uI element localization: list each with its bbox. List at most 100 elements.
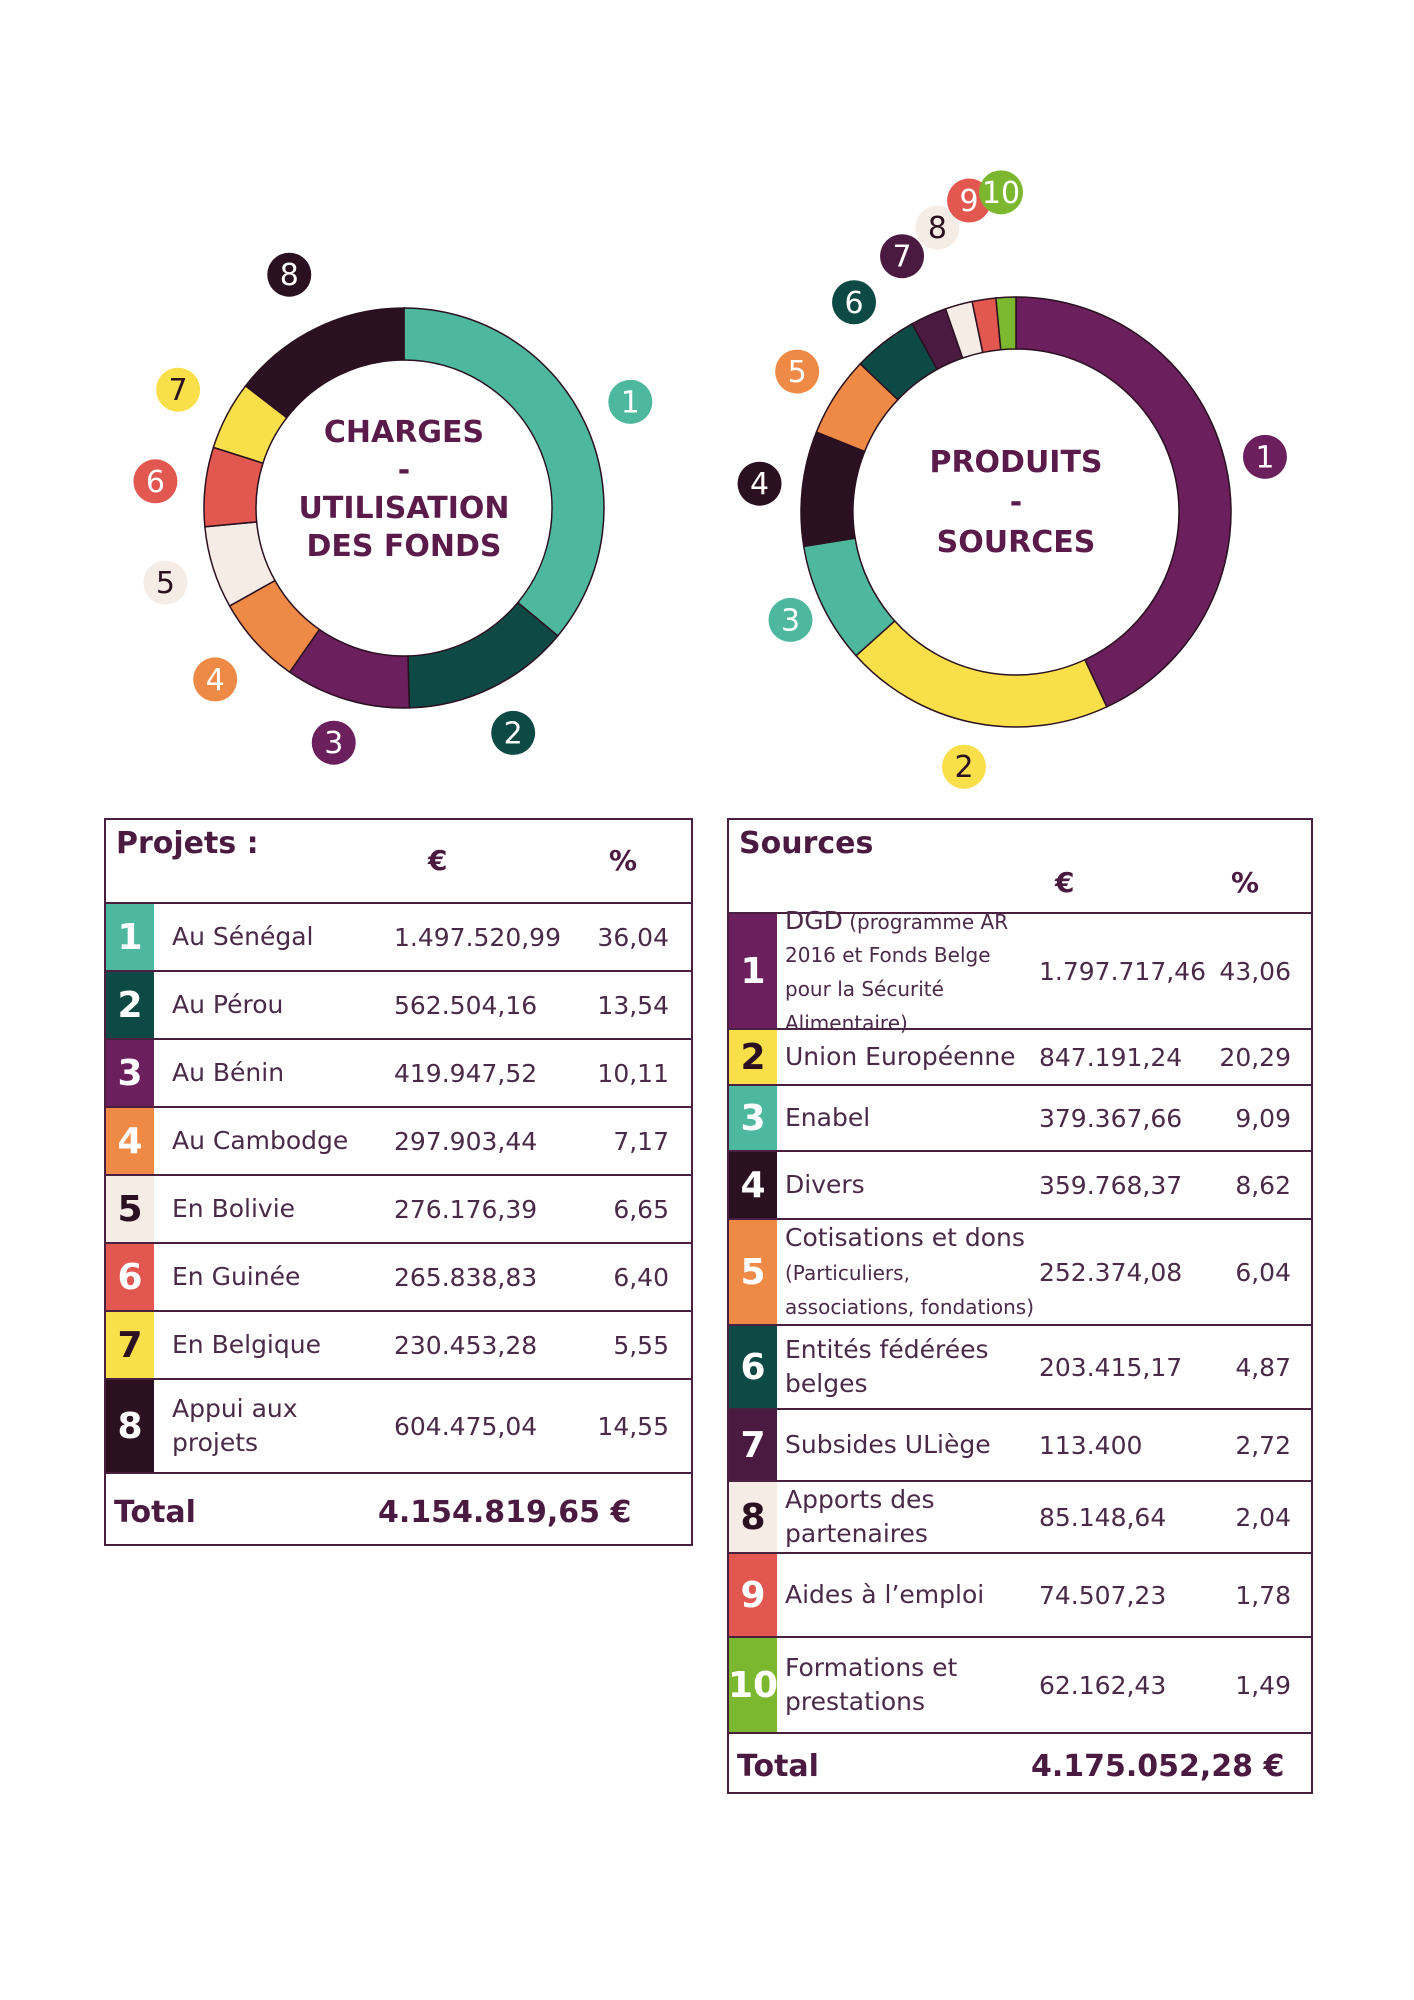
produits-title-line: SOURCES (937, 525, 1096, 560)
sources-row-amount: 85.148,64 (1039, 1502, 1167, 1532)
projets-table: Projets : € % 1 Au Sénégal 1.497.520,99 36,… (104, 818, 693, 1546)
sources-row-label: Union Européenne (785, 1042, 1016, 1072)
projets-row-number: 6 (106, 1244, 154, 1310)
sources-row-number: 6 (729, 1326, 777, 1408)
produits-bubble-label-5: 5 (788, 355, 807, 390)
sources-row-amount: 203.415,17 (1039, 1352, 1183, 1382)
charges-title-line: CHARGES (324, 415, 484, 450)
produits-bubble-10 (979, 170, 1024, 215)
charges-slice-1 (403, 307, 605, 637)
sources-row-number: 9 (729, 1554, 777, 1636)
sources-row-label: Formations et prestations (785, 1653, 958, 1716)
projets-row-label: En Bolivie (172, 1194, 296, 1224)
produits-title-line: - (1010, 485, 1022, 520)
sources-row-percent: 4,87 (1235, 1352, 1291, 1382)
charges-bubble-4 (193, 657, 238, 702)
charges-bubble-label-6: 6 (146, 465, 165, 500)
produits-bubble-4 (737, 461, 782, 506)
produits-bubble-label-4: 4 (750, 467, 769, 502)
sources-rows: 1 DGD (programme AR 2016 et Fonds Belge p… (728, 905, 1311, 1732)
sources-table-title: Sources (739, 826, 874, 861)
projets-row-number: 5 (106, 1176, 154, 1242)
sources-total-label: Total (737, 1748, 819, 1784)
projets-row-amount: 1.497.520,99 (394, 922, 561, 952)
sources-row-label: DGD (programme AR 2016 et Fonds Belge po… (785, 905, 1009, 1035)
produits-bubble-6 (832, 280, 877, 325)
sources-row-amount: 1.797.717,46 (1039, 956, 1206, 986)
produits-bubble-label-7: 7 (893, 240, 912, 275)
charges-bubble-label-8: 8 (280, 258, 299, 293)
sources-row-number: 8 (729, 1482, 777, 1552)
projets-row-percent: 10,11 (597, 1058, 669, 1088)
sources-row-percent: 20,29 (1219, 1042, 1291, 1072)
projets-rows: 1 Au Sénégal 1.497.520,99 36,04 2 Au Pérou 562… (106, 904, 691, 1472)
charges-bubble-6 (133, 459, 178, 504)
produits-bubble-label-10: 10 (982, 176, 1020, 211)
produits-bubble-1 (1242, 434, 1287, 479)
charges-bubble-label-1: 1 (621, 385, 640, 420)
projets-row-amount: 230.453,28 (394, 1330, 538, 1360)
sources-total-row: Total 4.175.052,28 € (729, 1732, 1311, 1798)
projets-row-label: En Guinée (172, 1262, 301, 1292)
projets-row-label: Au Sénégal (172, 922, 314, 952)
sources-row-number: 2 (729, 1030, 777, 1084)
sources-row-amount: 74.507,23 (1039, 1580, 1167, 1610)
sources-row-percent: 43,06 (1219, 956, 1291, 986)
charges-bubble-label-4: 4 (206, 663, 225, 698)
produits-slice-1 (1015, 296, 1232, 708)
projets-row-number: 4 (106, 1108, 154, 1174)
sources-row-percent: 1,78 (1235, 1580, 1291, 1610)
charges-bubble-7 (156, 367, 201, 412)
sources-row-label: Enabel (785, 1103, 871, 1133)
projets-table-header: Projets : € % (106, 820, 691, 904)
charges-slice-8 (244, 307, 405, 419)
sources-row-number: 5 (729, 1220, 777, 1324)
sources-row-amount: 359.768,37 (1039, 1170, 1183, 1200)
sources-row-amount: 113.400 (1039, 1430, 1143, 1460)
produits-bubble-8 (915, 205, 960, 250)
charges-bubble-label-7: 7 (169, 373, 188, 408)
produits-bubble-label-2: 2 (954, 750, 973, 785)
projets-row: 6 En Guinée 265.838,83 6,40 (106, 1244, 691, 1312)
produits-bubble-label-6: 6 (844, 286, 863, 321)
charges-bubble-3 (311, 720, 356, 765)
projets-row: 4 Au Cambodge 297.903,44 7,17 (106, 1108, 691, 1176)
projets-row-number: 8 (106, 1380, 154, 1472)
projets-row: 8 Appui aux projets 604.475,04 14,55 (106, 1380, 691, 1472)
sources-row: 3 Enabel 379.367,66 9,09 (729, 1086, 1311, 1152)
sources-row-label: Divers (785, 1170, 865, 1200)
produits-bubble-2 (941, 744, 986, 789)
projets-row-percent: 7,17 (613, 1126, 669, 1156)
projets-row-number: 7 (106, 1312, 154, 1378)
sources-row-number: 3 (729, 1086, 777, 1150)
projets-row-amount: 604.475,04 (394, 1411, 538, 1441)
projets-row-percent: 5,55 (613, 1330, 669, 1360)
projets-row-percent: 36,04 (597, 922, 669, 952)
projets-row-amount: 562.504,16 (394, 990, 538, 1020)
sources-row-number: 7 (729, 1410, 777, 1480)
projets-col-pct: % (609, 844, 638, 877)
sources-row-sublabel: (programme AR 2016 et Fonds Belge pour l… (785, 909, 1009, 1035)
sources-row-label: Aides à l’emploi (785, 1580, 985, 1610)
projets-col-eur: € (428, 844, 448, 877)
projets-row-number: 2 (106, 972, 154, 1038)
projets-total-label: Total (114, 1494, 196, 1530)
sources-row-label: Entités fédérées belges (785, 1335, 989, 1398)
produits-slice-2 (855, 619, 1108, 728)
charges-bubble-2 (491, 710, 536, 755)
projets-row: 1 Au Sénégal 1.497.520,99 36,04 (106, 904, 691, 972)
sources-row-percent: 2,04 (1235, 1502, 1291, 1532)
projets-table-title: Projets : (116, 826, 259, 861)
produits-slice-4 (800, 431, 866, 548)
sources-row-amount: 252.374,08 (1039, 1257, 1183, 1287)
projets-row-label: Au Bénin (172, 1058, 285, 1088)
projets-row-number: 1 (106, 904, 154, 970)
sources-row-sublabel: (Particuliers, associations, fondations) (785, 1261, 1035, 1319)
projets-row-label: Au Cambodge (172, 1126, 349, 1156)
sources-row-percent: 8,62 (1235, 1170, 1291, 1200)
produits-title-line: PRODUITS (929, 445, 1102, 480)
produits-bubble-5 (775, 349, 820, 394)
